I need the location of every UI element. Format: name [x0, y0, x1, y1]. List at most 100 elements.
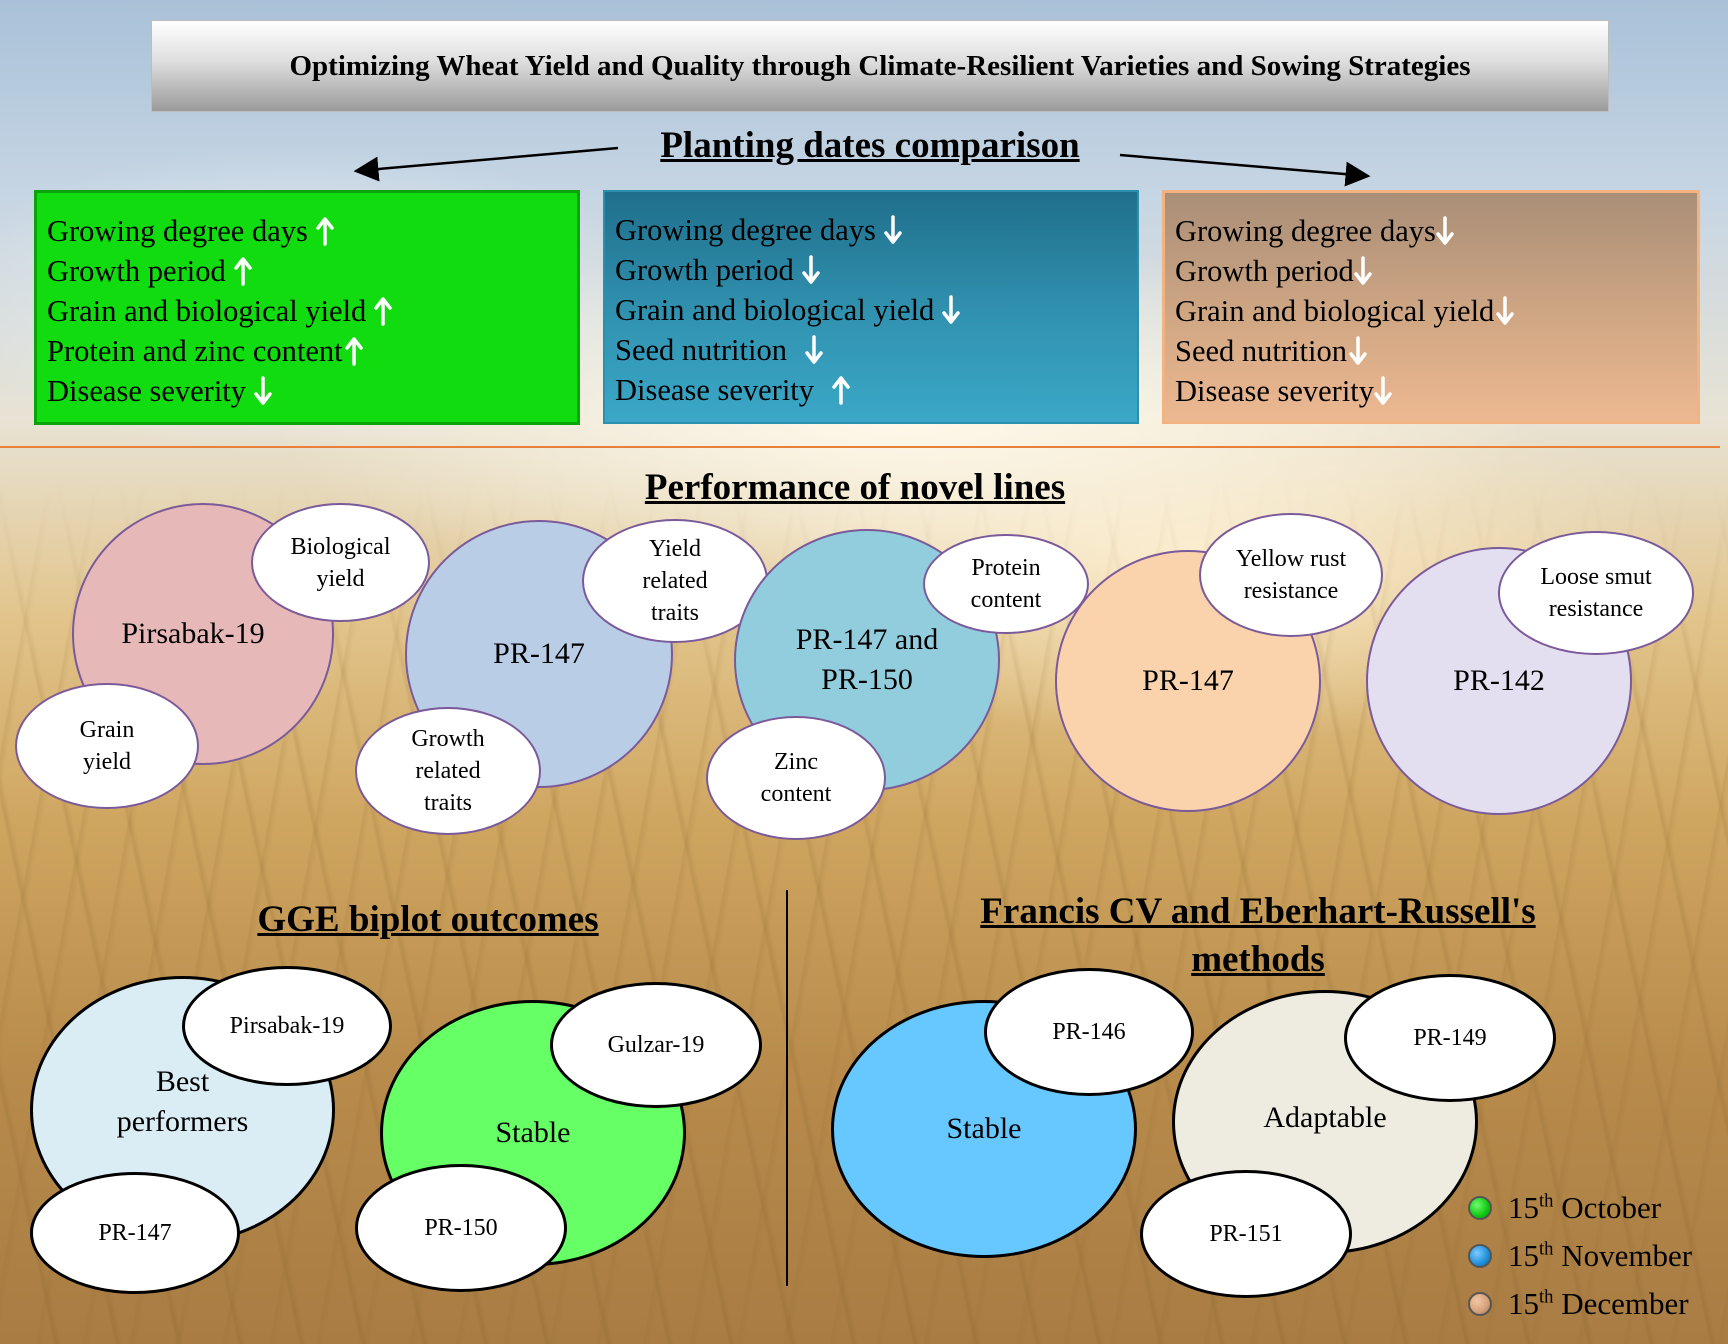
- box-item: Growing degree days: [1175, 211, 1687, 251]
- genotype-bubble: Pirsabak-19: [182, 966, 392, 1086]
- item-label: Disease severity: [47, 374, 247, 408]
- box-item: Growth period: [615, 250, 1127, 290]
- item-label: Growing degree days: [1175, 214, 1436, 248]
- legend-label: 15th October: [1508, 1190, 1662, 1225]
- heading-line: methods: [1191, 939, 1325, 980]
- legend-item-october: 15th October: [1468, 1184, 1718, 1232]
- legend-item-november: 15th November: [1468, 1232, 1718, 1280]
- arrow-down-icon: [1374, 376, 1392, 406]
- vertical-divider: [786, 890, 788, 1286]
- box-15-october: Growing degree days Growth period Grain …: [34, 190, 580, 425]
- item-label: Seed nutrition: [615, 333, 787, 367]
- item-label: Growth period: [615, 253, 794, 287]
- item-label: Protein and zinc content: [47, 334, 343, 368]
- genotype-bubble: PR-146: [984, 968, 1194, 1096]
- arrow-right: [1119, 153, 1371, 187]
- legend-label: 15th November: [1508, 1238, 1693, 1273]
- item-label: Disease severity: [615, 373, 815, 407]
- genotype-label: PR-146: [1052, 1019, 1126, 1045]
- line-name: PR-142: [1453, 664, 1545, 697]
- arrow-down-icon: [801, 255, 820, 285]
- trait-label: Zinc content: [760, 749, 832, 807]
- box-item: Growth period: [1175, 251, 1687, 291]
- arrow-down-icon: [942, 295, 961, 325]
- item-label: Seed nutrition: [1175, 334, 1347, 368]
- trait-label: Protein content: [970, 555, 1042, 613]
- arrow-down-icon: [884, 215, 902, 245]
- trait-bubble: Loose smut resistance: [1498, 531, 1694, 655]
- arrow-down-icon: [1436, 216, 1454, 246]
- arrow-up-icon: [344, 336, 363, 366]
- arrow-left: [353, 146, 619, 182]
- category-label: Stable: [495, 1116, 571, 1149]
- section-divider: [0, 446, 1720, 448]
- trait-label: Grain yield: [79, 717, 135, 775]
- line-name: PR-147: [493, 637, 585, 670]
- box-item: Grain and biological yield: [47, 291, 567, 331]
- box-item: Growing degree days: [47, 211, 567, 251]
- box-item: Grain and biological yield: [1175, 291, 1687, 331]
- item-label: Grain and biological yield: [615, 293, 935, 327]
- box-item: Grain and biological yield: [615, 290, 1127, 330]
- trait-bubble: Yellow rust resistance: [1199, 513, 1383, 637]
- box-item: Disease severity: [47, 371, 567, 411]
- heading-line: Francis CV and Eberhart-Russell's: [980, 891, 1536, 932]
- arrow-up-icon: [374, 296, 393, 326]
- item-label: Growing degree days: [47, 214, 308, 248]
- trait-label: Yield related traits: [642, 536, 708, 626]
- trait-bubble: Growth related traits: [355, 707, 541, 835]
- trait-label: Yellow rust resistance: [1235, 546, 1347, 604]
- genotype-bubble: PR-150: [355, 1164, 567, 1292]
- box-item: Disease severity: [615, 370, 1127, 410]
- page-title: Optimizing Wheat Yield and Quality throu…: [151, 20, 1609, 112]
- legend-dot-icon: [1468, 1244, 1492, 1268]
- box-item: Seed nutrition: [1175, 331, 1687, 371]
- trait-bubble: Zinc content: [706, 716, 886, 840]
- item-label: Grain and biological yield: [1175, 294, 1495, 328]
- genotype-label: Pirsabak-19: [229, 1013, 345, 1039]
- line-name: PR-147 and PR-150: [795, 623, 939, 696]
- francis-heading: Francis CV and Eberhart-Russell's method…: [930, 888, 1586, 984]
- trait-bubble: Protein content: [923, 534, 1089, 634]
- legend-dot-icon: [1468, 1292, 1492, 1316]
- trait-label: Biological yield: [290, 533, 391, 592]
- trait-bubble: Yield related traits: [582, 519, 768, 643]
- line-name: Pirsabak-19: [121, 617, 265, 650]
- planting-heading: Planting dates comparison: [660, 125, 1080, 166]
- arrow-up-icon: [233, 256, 252, 286]
- genotype-label: Gulzar-19: [607, 1032, 705, 1058]
- genotype-label: PR-149: [1413, 1025, 1487, 1051]
- connector-arrows: [353, 146, 1371, 187]
- trait-label: Growth related traits: [411, 726, 485, 816]
- trait-bubble: Biological yield: [251, 503, 430, 622]
- genotype-bubble: PR-151: [1140, 1170, 1352, 1298]
- trait-label: Loose smut resistance: [1540, 564, 1652, 622]
- box-item: Growing degree days: [615, 210, 1127, 250]
- box-item: Seed nutrition: [615, 330, 1127, 370]
- line-name: PR-147: [1142, 664, 1234, 697]
- legend-item-december: 15th December: [1468, 1280, 1718, 1328]
- genotype-label: PR-147: [98, 1220, 172, 1246]
- item-label: Disease severity: [1175, 374, 1375, 408]
- box-item: Disease severity: [1175, 371, 1687, 411]
- legend-label: 15th December: [1508, 1286, 1689, 1321]
- category-label: Stable: [946, 1112, 1022, 1145]
- item-label: Growing degree days: [615, 213, 876, 247]
- arrow-down-icon: [1496, 296, 1515, 326]
- arrow-up-icon: [316, 216, 334, 246]
- legend-dot-icon: [1468, 1196, 1492, 1220]
- arrow-up-icon: [832, 375, 850, 405]
- category-label: Best performers: [116, 1065, 249, 1138]
- gge-heading: GGE biplot outcomes: [257, 899, 599, 940]
- genotype-label: PR-151: [1209, 1221, 1283, 1247]
- legend: 15th October 15th November 15th December: [1468, 1184, 1718, 1328]
- genotype-bubble: PR-149: [1344, 974, 1556, 1102]
- category-label: Adaptable: [1263, 1101, 1387, 1134]
- item-label: Growth period: [47, 254, 226, 288]
- genotype-label: PR-150: [424, 1215, 498, 1241]
- item-label: Grain and biological yield: [47, 294, 367, 328]
- arrow-down-icon: [1349, 336, 1367, 366]
- genotype-bubble: Gulzar-19: [550, 982, 762, 1108]
- arrow-down-icon: [1353, 256, 1372, 286]
- box-item: Protein and zinc content: [47, 331, 567, 371]
